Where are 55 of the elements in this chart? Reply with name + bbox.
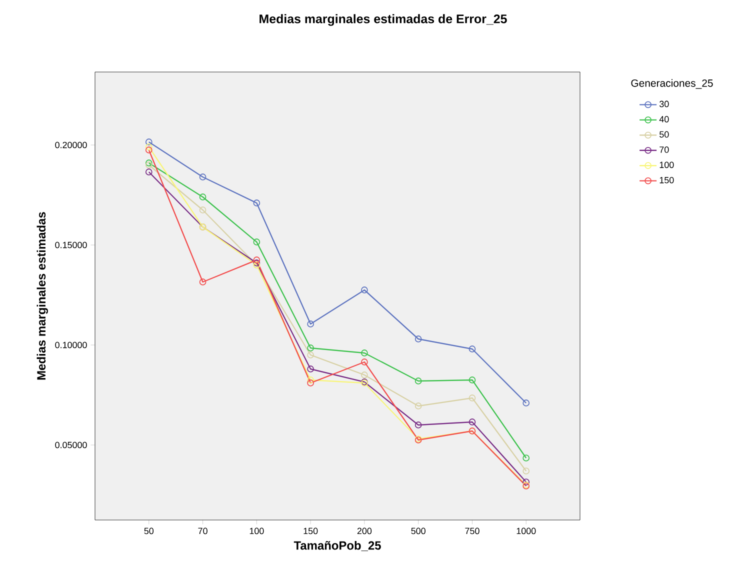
legend-label: 50 [660, 131, 669, 138]
point [522, 454, 530, 462]
point [199, 194, 206, 200]
point [414, 336, 422, 342]
point [361, 350, 368, 356]
point [361, 358, 368, 366]
legend-title: Generaciones_25 [631, 79, 713, 89]
x-tick-label: 500 [411, 528, 426, 534]
x-tick-label: 750 [465, 528, 480, 534]
y-tick-label: 0.15000 [55, 242, 87, 248]
point [307, 380, 314, 386]
legend-label: 150 [660, 176, 674, 184]
y-axis-title: Medias marginales estimadas [36, 212, 48, 380]
y-tick-label: 0.10000 [55, 342, 87, 348]
point [199, 278, 206, 286]
x-tick-label: 1000 [516, 528, 536, 534]
point [307, 344, 314, 352]
point [145, 168, 152, 176]
point [145, 144, 152, 150]
x-axis-title: TamañoPob_25 [294, 540, 381, 552]
x-tick-label: 150 [304, 528, 318, 534]
point [414, 378, 422, 384]
point [522, 400, 530, 406]
point [253, 238, 260, 246]
legend-label: 100 [660, 162, 674, 168]
point [199, 206, 206, 214]
point [145, 146, 152, 154]
point [307, 366, 314, 372]
y-tick-label: 0.05000 [55, 442, 87, 448]
legend-label: 40 [659, 116, 669, 122]
point [307, 376, 314, 384]
x-tick-label: 200 [357, 528, 372, 534]
point [253, 256, 260, 264]
legend-label: 70 [660, 146, 669, 153]
point [468, 376, 476, 384]
legend-label: 30 [660, 100, 669, 108]
point [468, 346, 476, 352]
point [414, 422, 422, 428]
chart-title: Medias marginales estimadas de Error_25 [260, 14, 507, 26]
point [145, 138, 152, 146]
y-tick-label: 0.20000 [55, 142, 87, 148]
x-tick-label: 70 [198, 528, 208, 534]
point [468, 418, 476, 426]
point [199, 174, 206, 180]
point [414, 402, 422, 410]
point [307, 352, 314, 358]
point [522, 478, 530, 486]
x-tick-label: 100 [250, 528, 264, 534]
point [522, 468, 530, 474]
point [253, 200, 260, 206]
point [468, 394, 476, 402]
x-tick-label: 50 [144, 528, 154, 534]
point [307, 320, 314, 328]
point [361, 372, 368, 378]
point [361, 286, 368, 294]
